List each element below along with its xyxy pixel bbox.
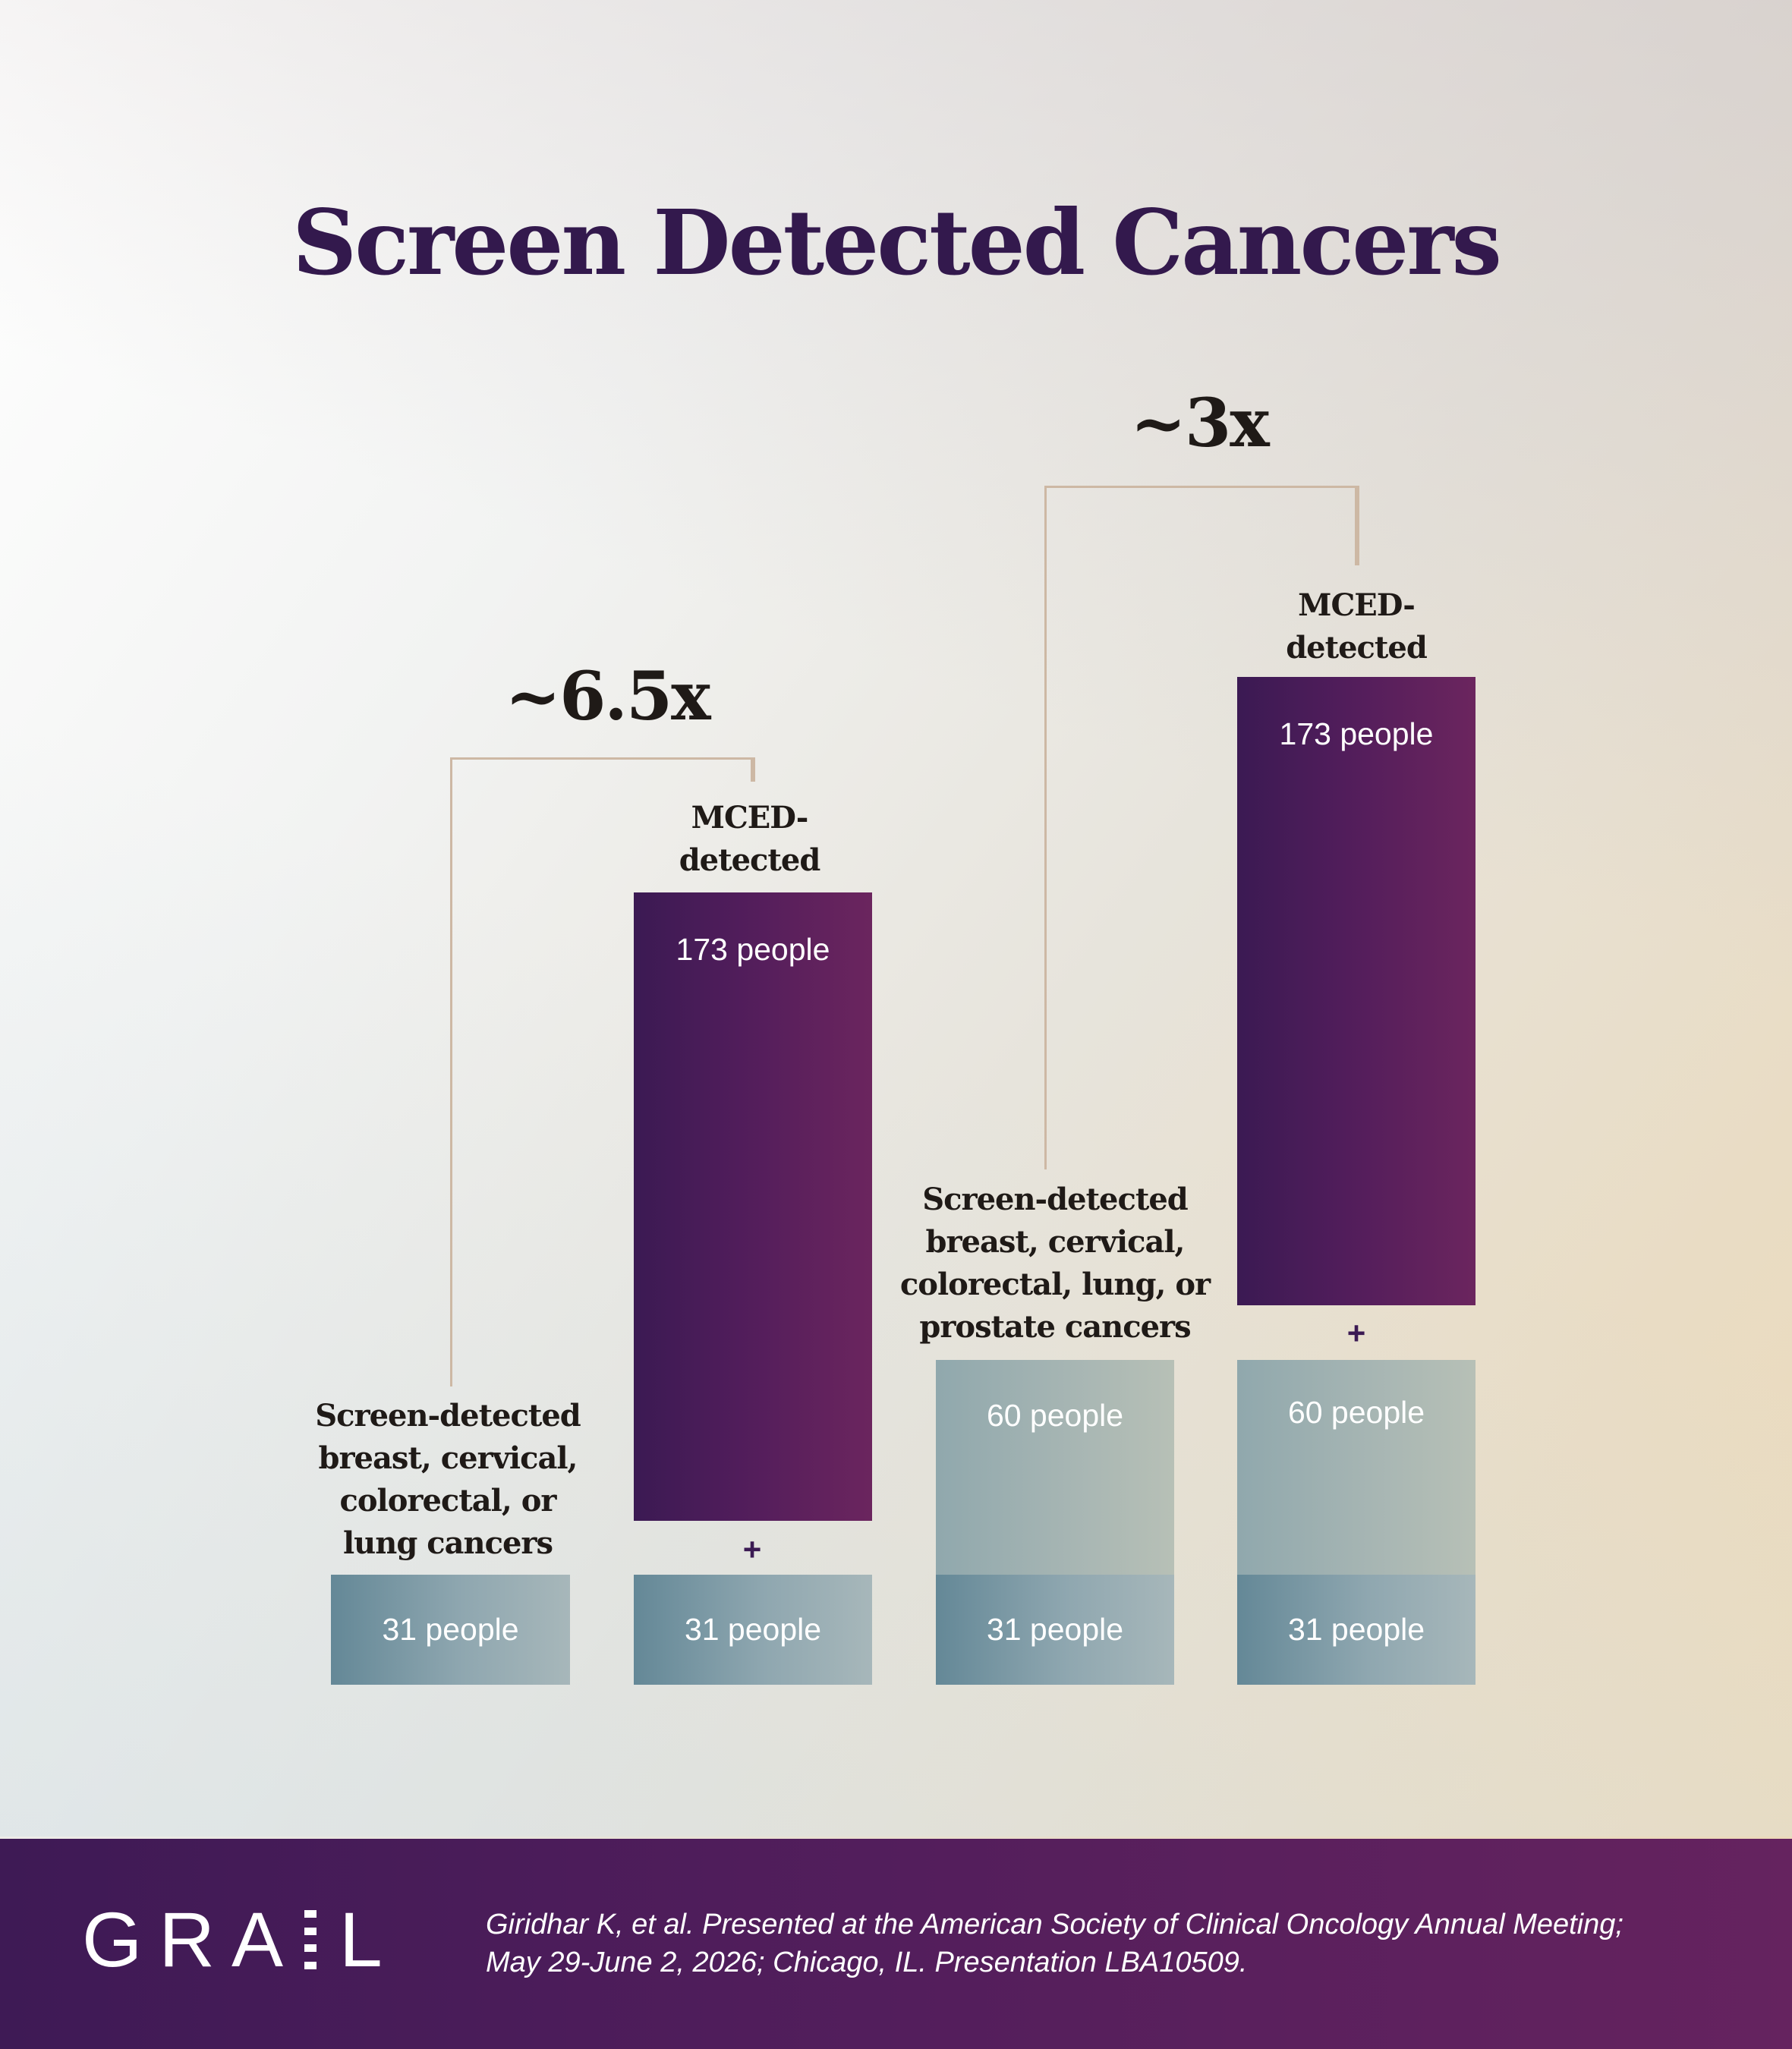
bar-segment: 31 people: [331, 1575, 570, 1685]
multiplier-label-group1: ~6.5x: [505, 656, 710, 735]
bar-segment: 31 people: [634, 1575, 872, 1685]
bar-value-label: 60 people: [986, 1398, 1124, 1433]
plus-separator: +: [742, 1531, 762, 1567]
bar-value-label: 173 people: [1279, 716, 1434, 751]
chart-title: Screen Detected Cancers: [292, 190, 1502, 295]
bar-value-label: 31 people: [382, 1612, 519, 1647]
bar-segment: 31 people: [1237, 1575, 1475, 1685]
caption-screen-detected-g2: Screen-detected breast, cervical, colore…: [899, 1182, 1211, 1345]
bar-segment: 60 people: [936, 1360, 1174, 1575]
bar-value-label: 31 people: [1287, 1612, 1425, 1647]
caption-mced-g1: MCED- detected: [679, 800, 821, 878]
bar-segment: 173 people: [1237, 677, 1475, 1305]
bar-value-label: 31 people: [986, 1612, 1124, 1647]
logo-i-glyph-icon: [304, 1910, 317, 1969]
caption-screen-detected-g1: Screen-detected breast, cervical, colore…: [315, 1398, 581, 1561]
bar-value-label: 173 people: [676, 932, 830, 967]
citation-line-1: Giridhar K, et al. Presented at the Amer…: [486, 1909, 1624, 1940]
citation-line-2: May 29-June 2, 2026; Chicago, IL. Presen…: [486, 1947, 1248, 1978]
bracket-group1-tick: [751, 757, 755, 782]
bracket-group2: [1044, 486, 1357, 1169]
bar-value-label: 31 people: [684, 1612, 822, 1647]
plus-separator: +: [1346, 1315, 1366, 1351]
bar-segment: 31 people: [936, 1575, 1174, 1685]
bar-value-label: 60 people: [1287, 1395, 1425, 1430]
bracket-group1: [450, 757, 753, 1386]
bracket-group2-tick: [1355, 486, 1359, 565]
grail-logo: GRA L: [82, 1896, 399, 1983]
multiplier-label-group2: ~3x: [1130, 383, 1269, 462]
caption-mced-g2: MCED- detected: [1286, 587, 1428, 666]
bar-segment: 60 people: [1237, 1360, 1475, 1575]
footer: GRA L Giridhar K, et al. Presented at the…: [0, 1839, 1792, 2049]
citation: Giridhar K, et al. Presented at the Amer…: [486, 1906, 1746, 1981]
bar-segment: 173 people: [634, 892, 872, 1521]
